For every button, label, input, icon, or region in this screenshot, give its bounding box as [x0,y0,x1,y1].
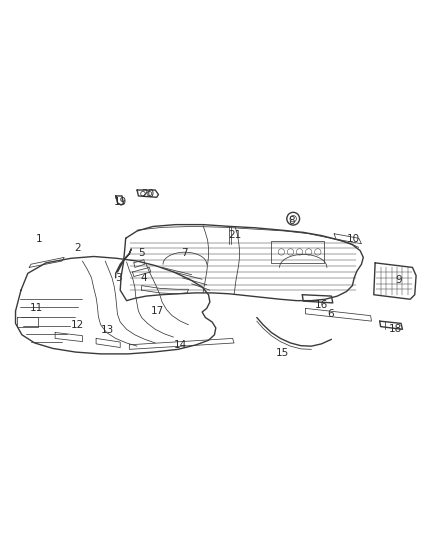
Text: 17: 17 [151,306,164,316]
Bar [272,241,324,263]
Text: 4: 4 [141,273,147,283]
Text: 7: 7 [181,248,188,258]
Text: 1: 1 [36,234,42,244]
Text: 9: 9 [396,275,402,285]
Text: 3: 3 [116,273,122,283]
Text: 14: 14 [174,340,187,350]
Text: 2: 2 [74,243,81,253]
Text: 21: 21 [228,230,242,240]
Text: 18: 18 [389,324,402,334]
Text: 8: 8 [289,216,295,226]
Text: 10: 10 [347,234,360,244]
Text: 19: 19 [113,197,127,207]
Text: 13: 13 [101,325,114,335]
Text: 11: 11 [30,303,43,313]
Text: 5: 5 [138,248,145,258]
Text: 12: 12 [71,320,85,330]
Text: 6: 6 [327,309,334,319]
Text: 15: 15 [276,348,290,358]
Text: 20: 20 [141,189,154,199]
Text: 16: 16 [315,300,328,310]
